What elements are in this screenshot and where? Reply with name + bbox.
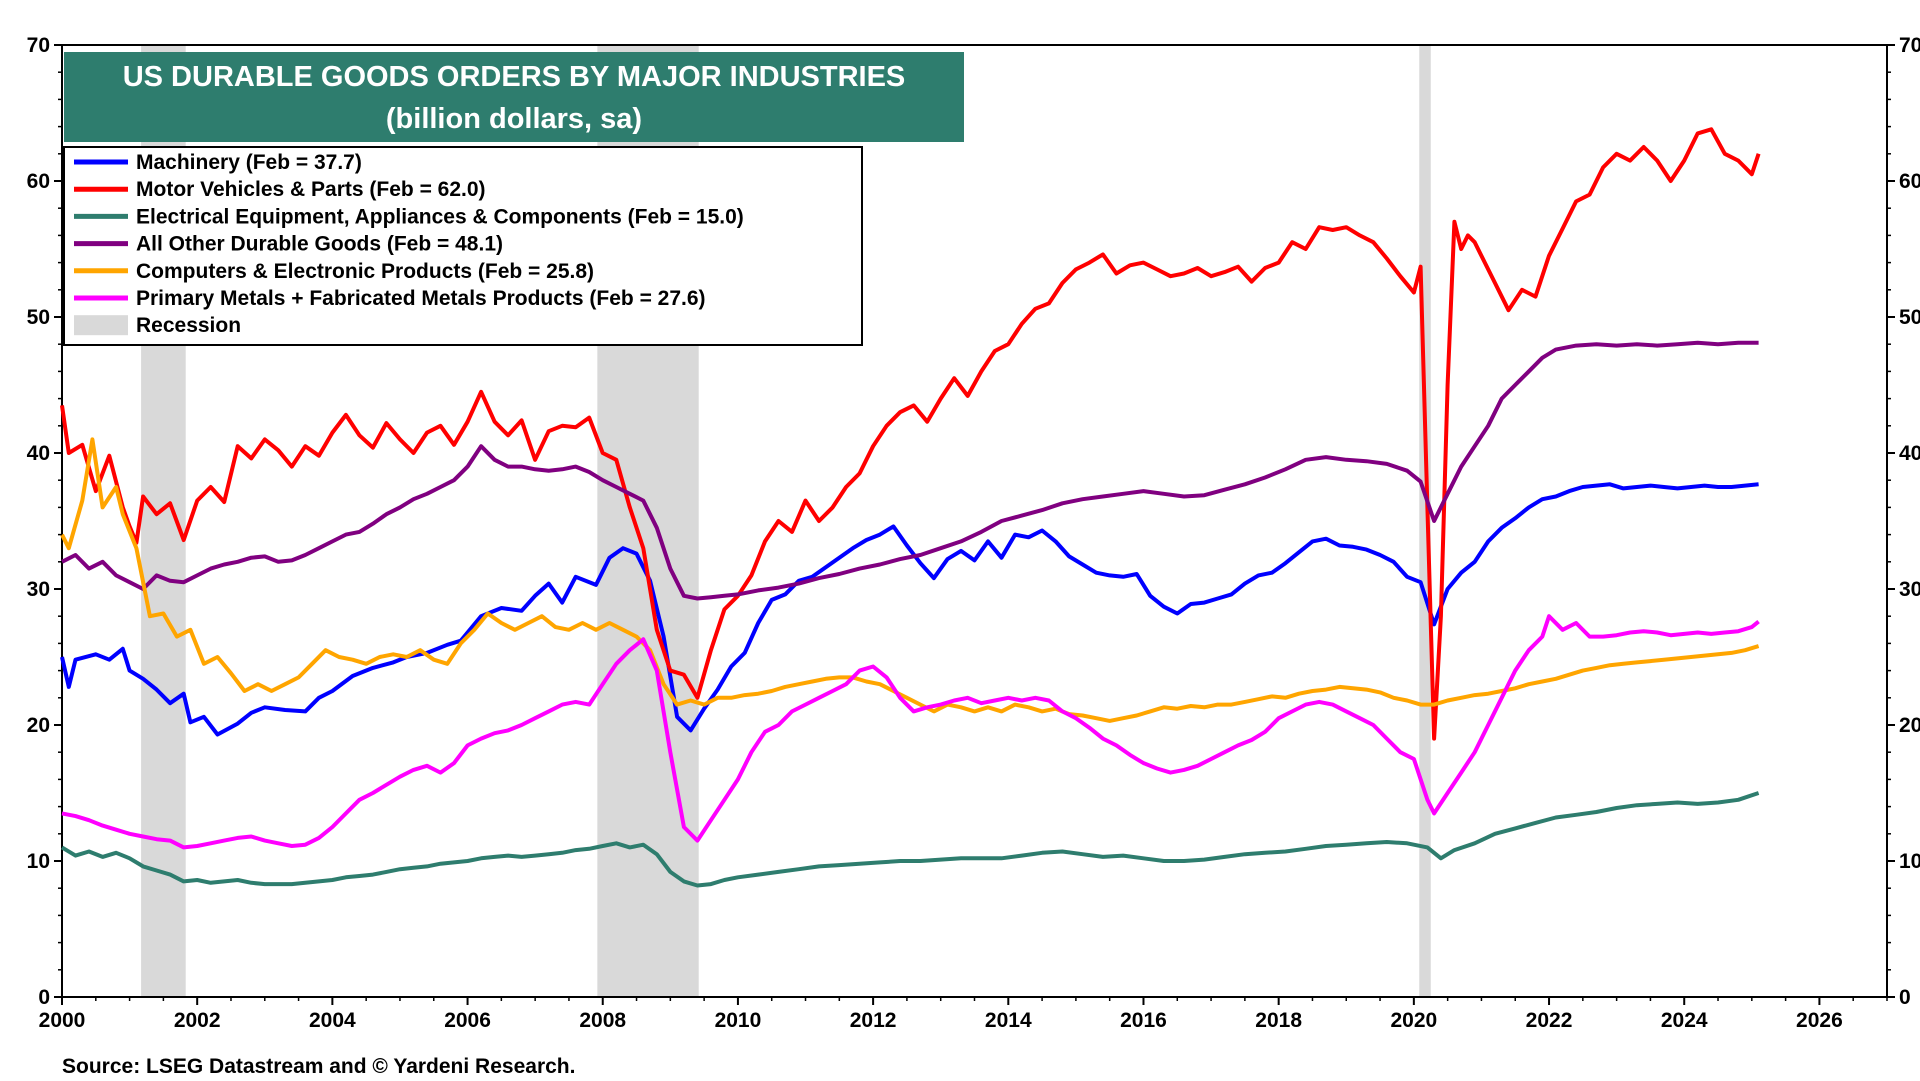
series-line-3 — [60, 791, 1760, 888]
legend-box — [63, 146, 863, 346]
y-tick-label-left: 10 — [27, 850, 50, 873]
y-tick-label-right: 40 — [1899, 442, 1920, 465]
series-line-6 — [61, 614, 1760, 850]
chart-title: US DURABLE GOODS ORDERS BY MAJOR INDUSTR… — [123, 61, 906, 93]
legend-label-recession: Recession — [136, 314, 241, 337]
recession-band — [1419, 45, 1431, 997]
series-line-4 — [61, 340, 1759, 601]
title-box: US DURABLE GOODS ORDERS BY MAJOR INDUSTR… — [64, 52, 964, 142]
legend-label-1: Machinery (Feb = 37.7) — [136, 151, 362, 174]
x-tick-label: 2006 — [444, 1009, 491, 1032]
series-line-1 — [60, 482, 1759, 737]
legend-label-2: Motor Vehicles & Parts (Feb = 62.0) — [136, 178, 486, 201]
legend-label-3: Electrical Equipment, Appliances & Compo… — [136, 205, 744, 228]
x-tick-label: 2024 — [1661, 1009, 1708, 1032]
legend-swatch-recession — [74, 315, 128, 336]
x-tick-label: 2018 — [1255, 1009, 1302, 1032]
y-tick-label-right: 10 — [1899, 850, 1920, 873]
legend-label-4: All Other Durable Goods (Feb = 48.1) — [136, 233, 503, 256]
y-tick-label-left: 60 — [27, 170, 50, 193]
legend: Machinery (Feb = 37.7) Motor Vehicles & P… — [63, 146, 863, 346]
y-tick-label-right: 30 — [1899, 578, 1920, 601]
x-tick-label: 2008 — [579, 1009, 626, 1032]
y-tick-label-left: 20 — [27, 714, 50, 737]
series-line-2 — [60, 127, 1761, 741]
y-tick-label-left: 30 — [27, 578, 50, 601]
x-tick-label: 2004 — [309, 1009, 356, 1032]
x-tick-label: 2020 — [1390, 1009, 1437, 1032]
y-tick-label-left: 40 — [27, 442, 50, 465]
y-tick-label-right: 70 — [1899, 34, 1920, 57]
legend-label-5: Computers & Electronic Products (Feb = 2… — [136, 260, 594, 283]
y-tick-label-left: 0 — [38, 986, 50, 1009]
legend-label-6: Primary Metals + Fabricated Metals Produ… — [136, 287, 706, 310]
x-tick-label: 2000 — [39, 1009, 86, 1032]
y-tick-label-left: 70 — [27, 34, 50, 57]
x-tick-label: 2016 — [1120, 1009, 1167, 1032]
x-tick-label: 2022 — [1526, 1009, 1573, 1032]
x-tick-label: 2014 — [985, 1009, 1032, 1032]
y-tick-label-right: 20 — [1899, 714, 1920, 737]
x-tick-label: 2010 — [715, 1009, 762, 1032]
series-line-5 — [60, 437, 1760, 723]
source-note: Source: LSEG Datastream and © Yardeni Re… — [62, 1055, 575, 1078]
y-tick-label-right: 60 — [1899, 170, 1920, 193]
x-tick-label: 2002 — [174, 1009, 221, 1032]
title-background — [64, 52, 964, 142]
y-tick-label-left: 50 — [27, 306, 50, 329]
x-tick-label: 2026 — [1796, 1009, 1843, 1032]
y-tick-label-right: 50 — [1899, 306, 1920, 329]
y-tick-label-right: 0 — [1899, 986, 1911, 1009]
x-tick-label: 2012 — [850, 1009, 897, 1032]
series-lines — [60, 127, 1761, 888]
chart-subtitle: (billion dollars, sa) — [386, 103, 642, 135]
